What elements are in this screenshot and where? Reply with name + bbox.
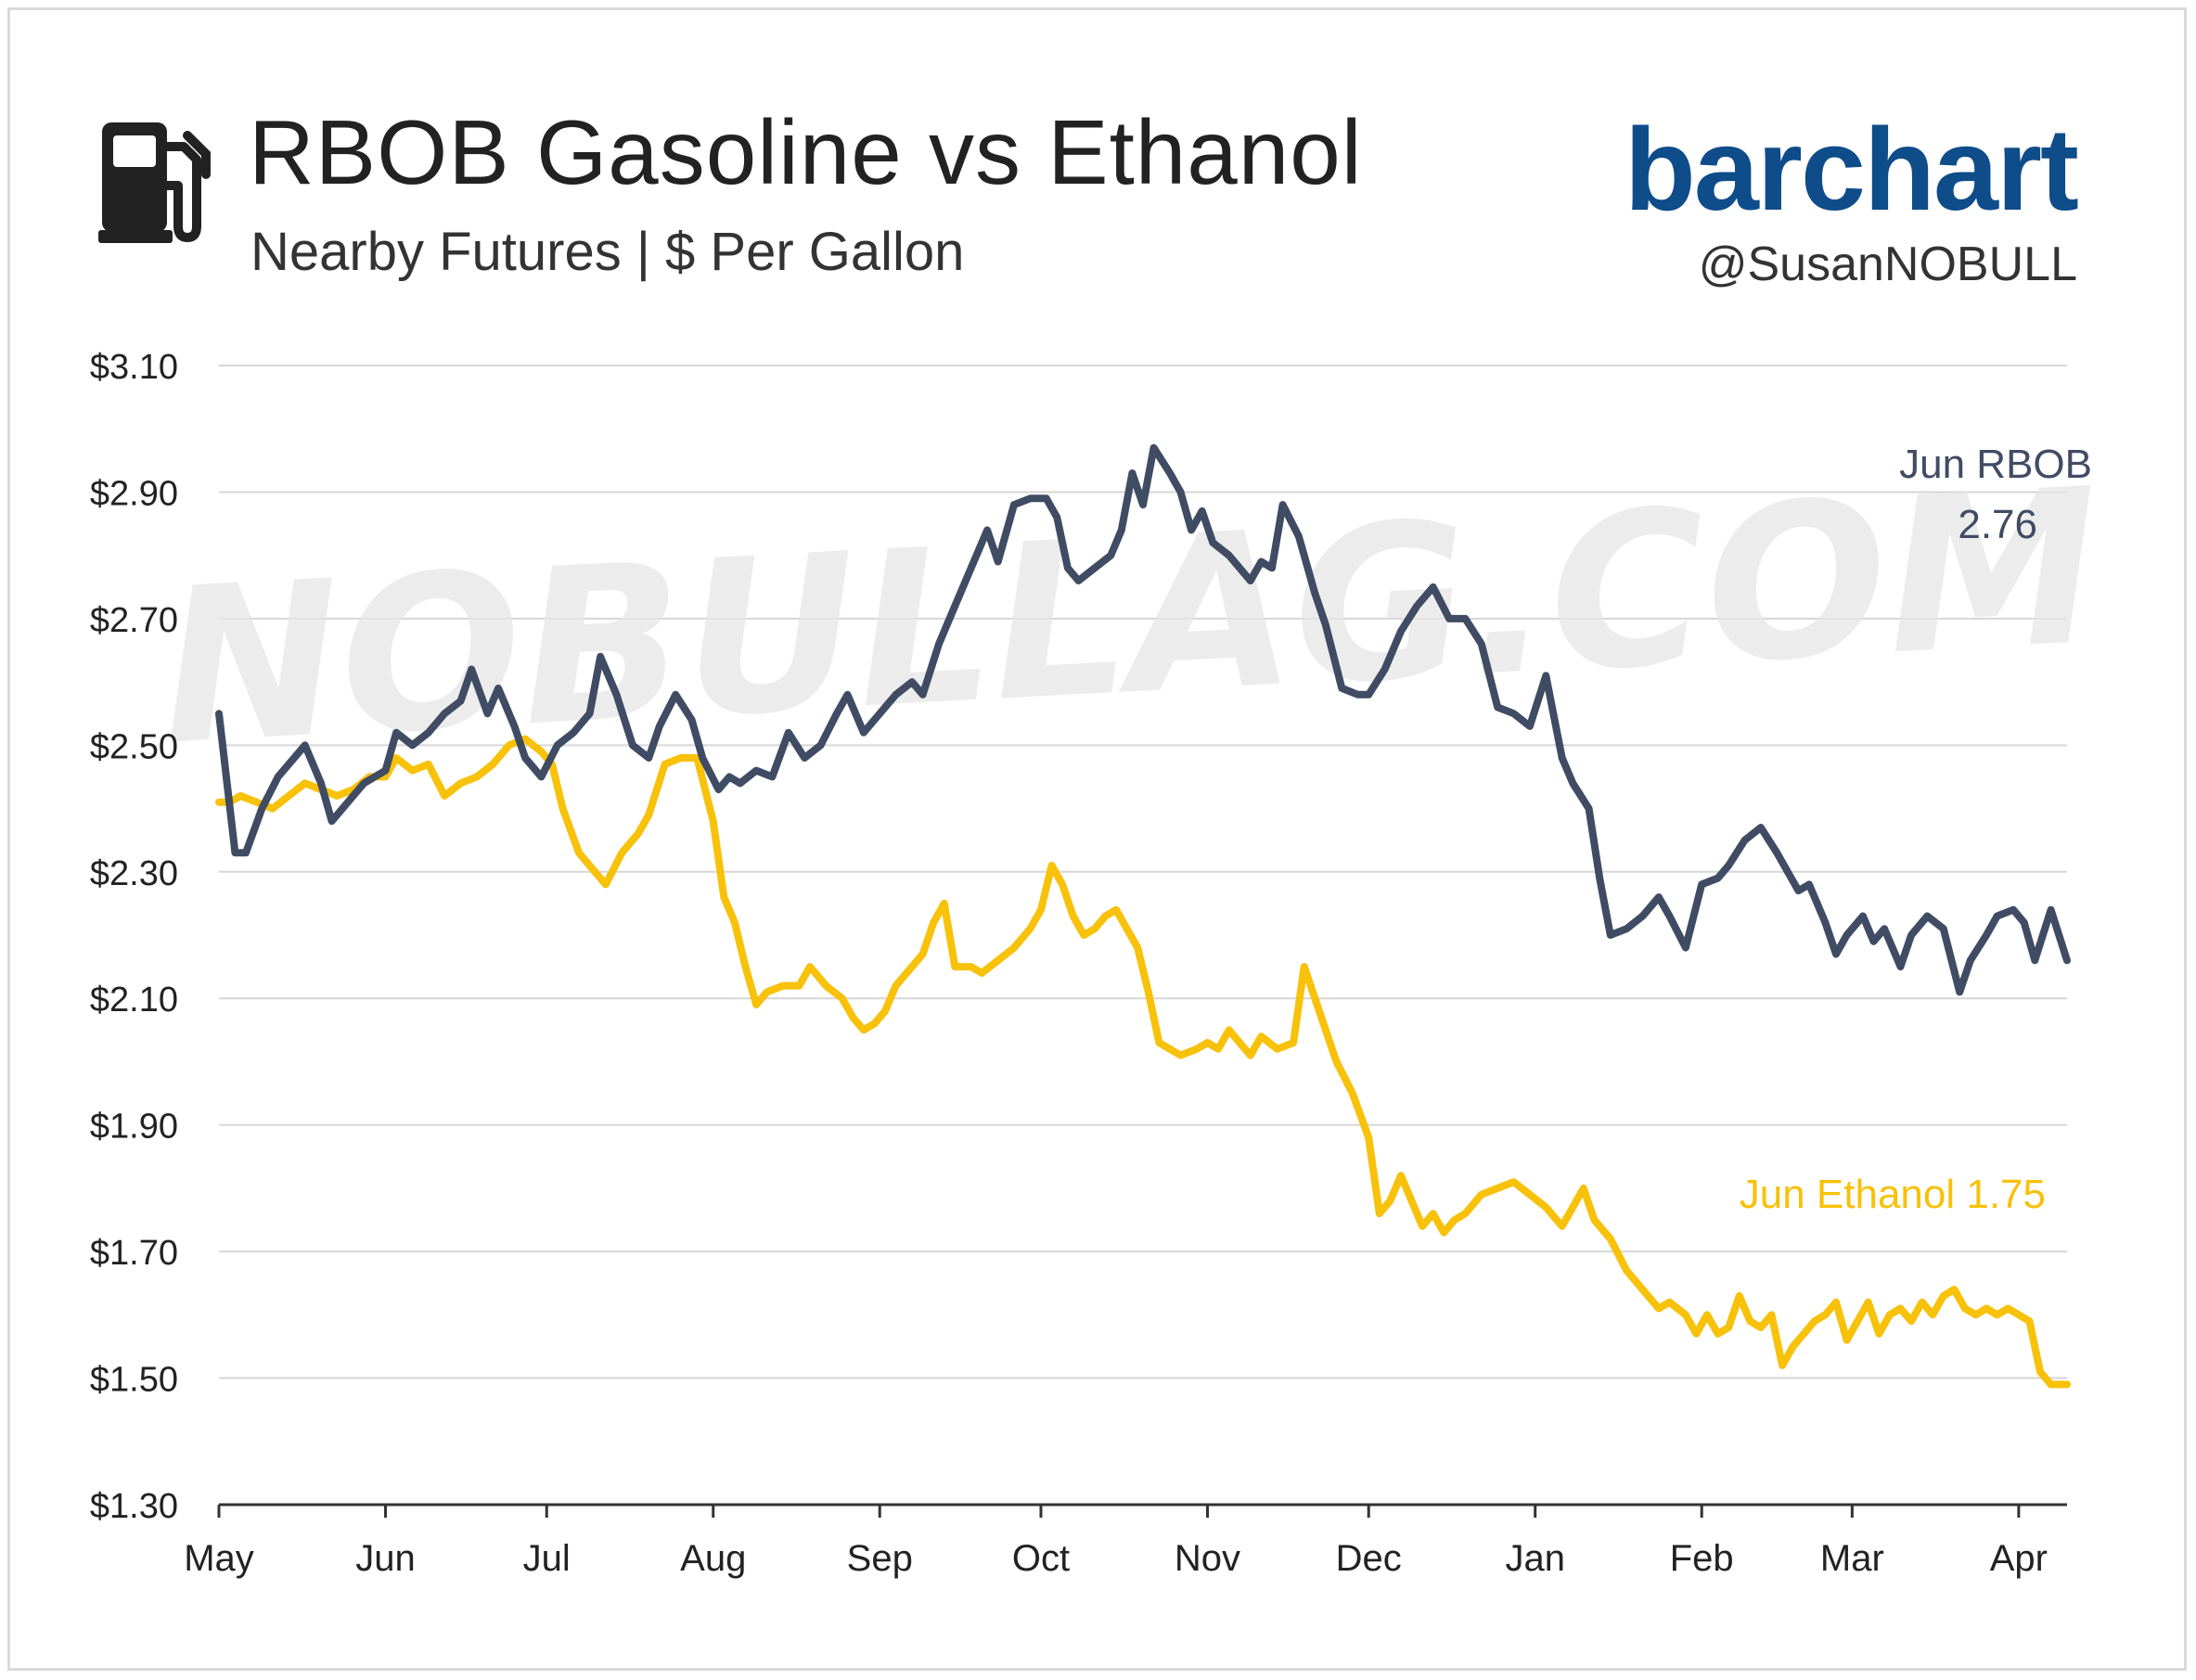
x-tick-label: Jun xyxy=(355,1538,416,1579)
x-tick-label: Apr xyxy=(1990,1538,2048,1579)
y-tick-label: $1.90 xyxy=(90,1108,178,1147)
y-tick-label: $1.30 xyxy=(90,1487,178,1526)
y-tick-label: $2.30 xyxy=(90,854,178,893)
y-tick-label: $2.10 xyxy=(90,981,178,1020)
series-line-jun-rbob xyxy=(215,443,2071,996)
series-line-jun-ethanol xyxy=(215,735,2071,1389)
x-tick-label: Aug xyxy=(680,1538,746,1579)
series-lines xyxy=(215,443,2071,1389)
y-tick-label: $1.50 xyxy=(90,1361,178,1400)
x-tick-label: May xyxy=(184,1538,254,1579)
x-tick-label: Feb xyxy=(1670,1538,1734,1579)
series-labels: Jun RBOB 2.76 Jun Ethanol 1.75 xyxy=(1740,442,2092,1217)
author-handle: @SusanNOBULL xyxy=(1698,237,2077,291)
y-tick-label: $2.90 xyxy=(90,474,178,513)
x-tick-label: Jul xyxy=(523,1538,571,1579)
x-tick-label: Sep xyxy=(847,1538,913,1579)
rbob-end-value: 2.76 xyxy=(1958,502,2037,547)
chart-title: RBOB Gasoline vs Ethanol xyxy=(249,101,1363,203)
chart-frame xyxy=(7,7,2187,1671)
x-tick-label: Nov xyxy=(1175,1538,1240,1579)
y-tick-label: $2.70 xyxy=(90,601,178,640)
y-tick-label: $1.70 xyxy=(90,1234,178,1273)
axes: $1.30 $1.50 $1.70 $1.90 $2.10 $2.30 $2.50 $2.70… xyxy=(90,348,2067,1579)
ethanol-series-label: Jun Ethanol 1.75 xyxy=(1740,1172,2046,1217)
x-tick-label: Jan xyxy=(1505,1538,1565,1579)
x-tick-label: Dec xyxy=(1336,1538,1402,1579)
rbob-series-label: Jun RBOB xyxy=(1899,442,2092,487)
y-tick-label: $3.10 xyxy=(90,348,178,387)
x-tick-label: Mar xyxy=(1820,1538,1884,1579)
y-tick-label: $2.50 xyxy=(90,727,178,766)
fuel-pump-icon xyxy=(98,122,211,243)
grid-lines xyxy=(219,365,2067,1506)
chart-subtitle: Nearby Futures | $ Per Gallon xyxy=(250,222,965,282)
brand-logo: barchart xyxy=(1624,104,2079,235)
x-tick-label: Oct xyxy=(1012,1538,1070,1579)
